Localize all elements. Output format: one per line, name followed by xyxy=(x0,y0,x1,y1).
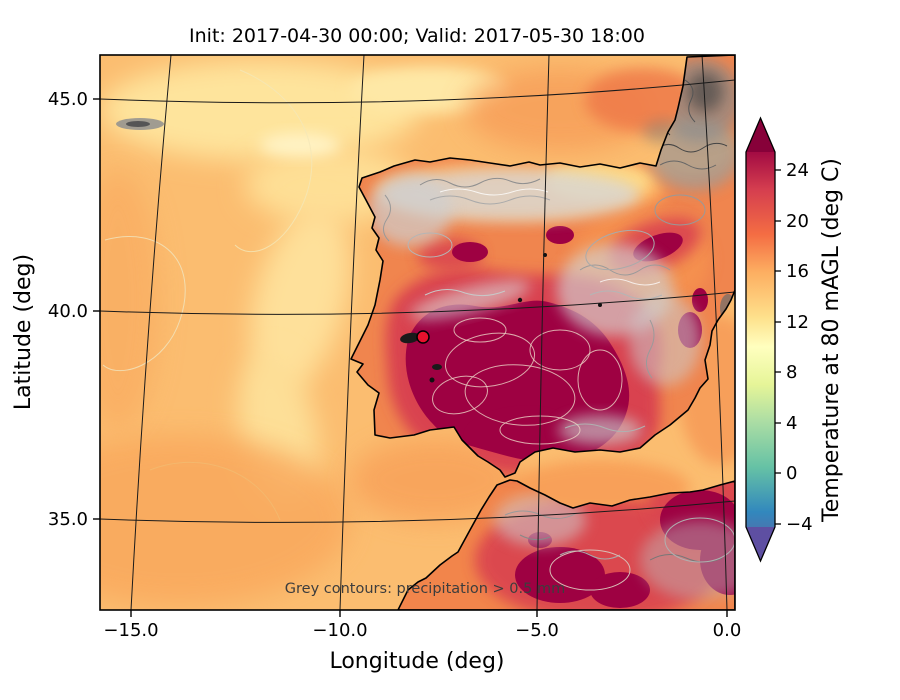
y-tick-label: 35.0 xyxy=(48,509,88,530)
colorbar-tick-label: 12 xyxy=(786,312,809,333)
x-tick-label: −15.0 xyxy=(103,620,158,641)
x-tick-label: 0.0 xyxy=(713,620,742,641)
y-axis-label: Latitude (deg) xyxy=(11,254,36,410)
colorbar: 24 20 16 12 8 4 0 −4 Temperature at 80 m… xyxy=(745,116,844,563)
x-axis-label: Longitude (deg) xyxy=(329,649,504,674)
colorbar-outline xyxy=(745,116,776,563)
colorbar-gradient xyxy=(746,152,775,527)
map-area: Grey contours: precipitation > 0.5 mm xyxy=(100,55,735,610)
black-splotch xyxy=(400,332,420,344)
meridian-0 xyxy=(701,55,728,610)
axes-frame xyxy=(99,54,736,611)
colorbar-under-arrow xyxy=(746,527,775,561)
meridian--15 xyxy=(130,55,172,610)
parallel-35 xyxy=(100,500,735,523)
colorbar-tick-label: 8 xyxy=(786,362,797,383)
parallel-40 xyxy=(100,291,735,315)
red-dot-marker xyxy=(416,330,430,344)
colorbar-tick-label: 24 xyxy=(786,160,809,181)
y-tick-label: 45.0 xyxy=(48,89,88,110)
colorbar-tick-label: 16 xyxy=(786,261,809,282)
colorbar-tick-label: 20 xyxy=(786,211,809,232)
x-tick-label: −5.0 xyxy=(515,620,559,641)
tick-marks xyxy=(93,98,728,617)
graticule xyxy=(100,55,735,610)
site-marker xyxy=(400,330,430,344)
colorbar-tick-label: 0 xyxy=(786,463,797,484)
parallel-45 xyxy=(100,79,735,104)
plot-title: Init: 2017-04-30 00:00; Valid: 2017-05-3… xyxy=(189,25,645,47)
y-tick-label: 40.0 xyxy=(48,301,88,322)
meridian--5 xyxy=(536,55,550,610)
precip-annotation: Grey contours: precipitation > 0.5 mm xyxy=(285,581,565,597)
colorbar-tick-label: 4 xyxy=(786,413,797,434)
x-tick-label: −10.0 xyxy=(312,620,367,641)
colorbar-over-arrow xyxy=(746,118,775,152)
meridian--10 xyxy=(339,55,365,610)
colorbar-tick-label: −4 xyxy=(786,514,813,535)
colorbar-ticks xyxy=(775,169,781,525)
precip-wash xyxy=(368,58,735,600)
colorbar-label: Temperature at 80 mAGL (deg C) xyxy=(819,158,844,523)
